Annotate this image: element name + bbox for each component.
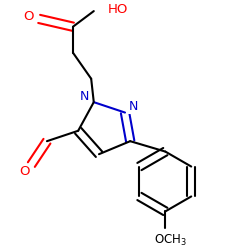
Text: HO: HO bbox=[108, 3, 128, 16]
Text: N: N bbox=[129, 100, 138, 113]
Text: O: O bbox=[20, 164, 30, 177]
Text: OCH$_3$: OCH$_3$ bbox=[154, 232, 187, 248]
Text: O: O bbox=[24, 10, 34, 23]
Text: N: N bbox=[80, 90, 89, 103]
